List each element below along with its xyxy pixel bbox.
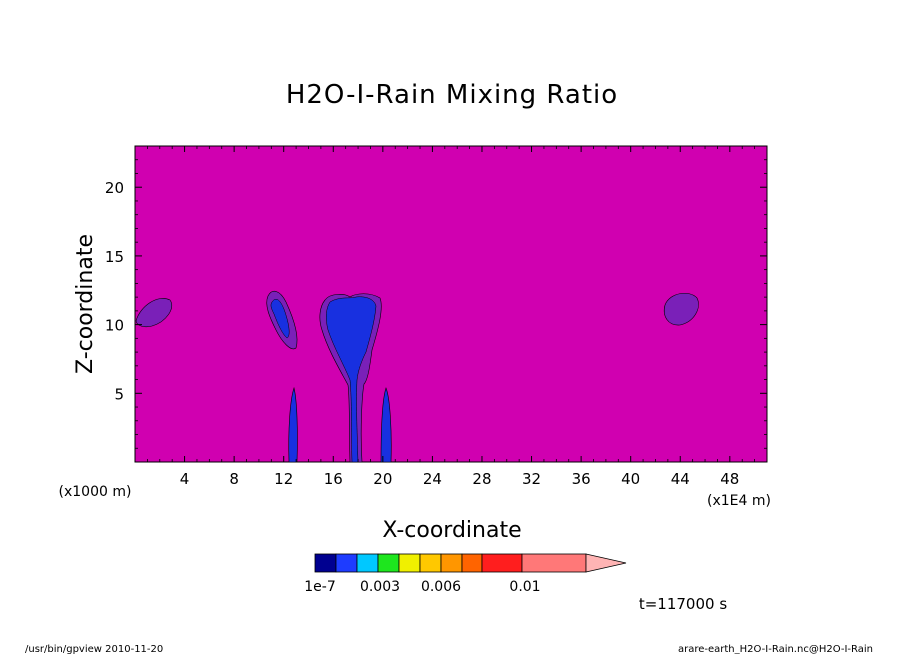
colorbar-tick-label: 0.006 [421,579,461,595]
colorbar-segment [356,553,379,573]
colorbar-segment [314,553,337,573]
x-tick-label: 8 [229,470,239,488]
x-unit-label: (x1E4 m) [707,493,771,509]
colorbar-segment [440,553,463,573]
colorbar-segment [419,553,442,573]
y-axis: 5 10 15 20 [105,159,767,449]
y-tick-label: 20 [105,179,124,197]
colorbar-tick-label: 1e-7 [304,579,335,595]
colorbar [314,553,627,573]
x-tick-label: 44 [671,470,690,488]
feature-spike-20 [380,387,392,463]
contour-features [135,290,699,463]
x-tick-label: 32 [522,470,541,488]
colorbar-extend-arrow [585,553,627,573]
colorbar-tick-labels: 1e-7 0.003 0.006 0.01 [304,579,540,595]
colorbar-segment [377,553,400,573]
colorbar-segment [461,553,483,573]
colorbar-segment [521,553,587,573]
x-tick-label: 40 [621,470,640,488]
colorbar-tick-label: 0.01 [509,579,540,595]
x-tick-label: 48 [720,470,739,488]
chart-title: H2O-I-Rain Mixing Ratio [286,80,618,110]
x-axis-label: X-coordinate [382,518,521,543]
footer-left: /usr/bin/gpview 2010-11-20 [25,644,163,654]
y-axis-label: Z-coordinate [73,234,98,374]
x-tick-label: 4 [180,470,190,488]
colorbar-segment [335,553,358,573]
feature-right-purple [663,292,699,326]
y-tick-label: 10 [105,317,124,335]
x-tick-label: 24 [423,470,442,488]
time-label: t=117000 s [639,595,727,613]
y-tick-label: 15 [105,248,124,266]
feature-spike-13 [288,386,298,463]
colorbar-segment [481,553,523,573]
colorbar-segment [398,553,421,573]
x-tick-label: 36 [572,470,591,488]
y-tick-label: 5 [114,385,124,403]
colorbar-tick-label: 0.003 [360,579,400,595]
x-tick-label: 20 [373,470,392,488]
x-tick-label: 16 [324,470,343,488]
x-tick-label: 12 [274,470,293,488]
feature-left-purple [135,298,172,328]
x-tick-label: 28 [472,470,491,488]
y-unit-label: (x1000 m) [59,484,132,500]
x-axis: 4 8 12 16 20 24 28 32 36 40 44 48 [146,146,756,488]
plot-area-background [134,145,768,463]
feature-plume-18-core [326,296,377,463]
feature-cell-12-core [270,299,290,339]
footer-right: arare-earth_H2O-I-Rain.nc@H2O-I-Rain [678,644,873,654]
